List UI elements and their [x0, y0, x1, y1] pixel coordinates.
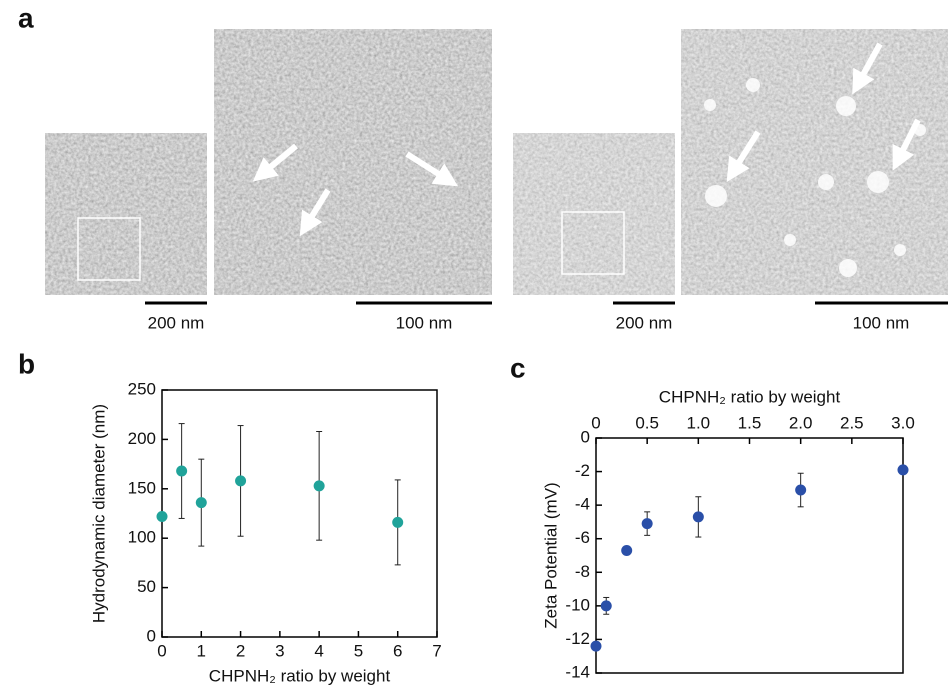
x-tick-label: 7 — [432, 641, 441, 660]
y-tick-label: -8 — [575, 562, 590, 581]
panel-label: a — [18, 2, 34, 33]
point — [392, 516, 404, 528]
scale-label: 100 nm — [396, 313, 453, 332]
scale-label: 200 nm — [616, 313, 673, 332]
point — [795, 484, 807, 496]
point — [692, 511, 704, 523]
micrographs: 200 nm 100 nm 200 nm 100 nm — [45, 29, 948, 332]
tem-image — [681, 29, 948, 295]
y-tick-label: 150 — [128, 478, 156, 497]
x-tick-label: 0.5 — [635, 413, 659, 432]
plot-frame — [595, 437, 904, 674]
x-tick-label: 0 — [157, 641, 166, 660]
y-tick-label: -12 — [565, 629, 590, 648]
plot-frame — [161, 389, 438, 638]
panel-label: b — [18, 348, 35, 379]
x-tick-label: 1 — [197, 641, 206, 660]
x-tick-label: 3 — [275, 641, 284, 660]
y-axis-label: Zeta Potential (mV) — [541, 482, 560, 628]
y-tick-label: 200 — [128, 429, 156, 448]
point — [195, 497, 207, 509]
arrows — [252, 42, 921, 237]
x-tick-label: 3.0 — [891, 413, 915, 432]
x-tick-label: 1.0 — [687, 413, 711, 432]
x-tick-label: 4 — [314, 641, 323, 660]
zoom-box — [561, 211, 625, 275]
tem-image — [513, 133, 675, 295]
point — [176, 465, 188, 477]
y-tick-label: -6 — [575, 528, 590, 547]
point — [156, 510, 168, 522]
y-tick-label: 250 — [128, 379, 156, 398]
x-tick-label: 1.5 — [738, 413, 762, 432]
y-axis-label: Hydrodynamic diameter (nm) — [89, 404, 108, 623]
y-tick-label: 0 — [147, 626, 156, 645]
y-tick-label: 100 — [128, 528, 156, 547]
point — [235, 475, 247, 487]
panel-label: c — [510, 352, 526, 383]
x-tick-label: 2.5 — [840, 413, 864, 432]
point — [641, 518, 653, 530]
x-tick-label: 6 — [393, 641, 402, 660]
y-tick-label: 50 — [137, 577, 156, 596]
y-tick-label: -2 — [575, 461, 590, 480]
point — [621, 544, 633, 556]
x-tick-label: 2.0 — [789, 413, 813, 432]
tem-image — [45, 133, 207, 295]
y-tick-label: -10 — [565, 595, 590, 614]
x-axis-label: CHPNH₂ ratio by weight — [659, 387, 841, 406]
scale-label: 100 nm — [853, 313, 910, 332]
y-tick-label: -4 — [575, 495, 590, 514]
point — [313, 480, 325, 492]
scale-label: 200 nm — [148, 313, 205, 332]
particles — [704, 78, 926, 277]
zoom-box — [77, 217, 141, 281]
y-tick-label: -14 — [565, 662, 590, 681]
point — [600, 600, 612, 612]
point — [897, 464, 909, 476]
point — [590, 640, 602, 652]
x-tick-label: 0 — [591, 413, 600, 432]
x-tick-label: 5 — [354, 641, 363, 660]
tem-image — [214, 29, 492, 295]
y-tick-label: 0 — [581, 427, 590, 446]
x-tick-label: 2 — [236, 641, 245, 660]
x-axis-label: CHPNH₂ ratio by weight — [209, 666, 391, 685]
